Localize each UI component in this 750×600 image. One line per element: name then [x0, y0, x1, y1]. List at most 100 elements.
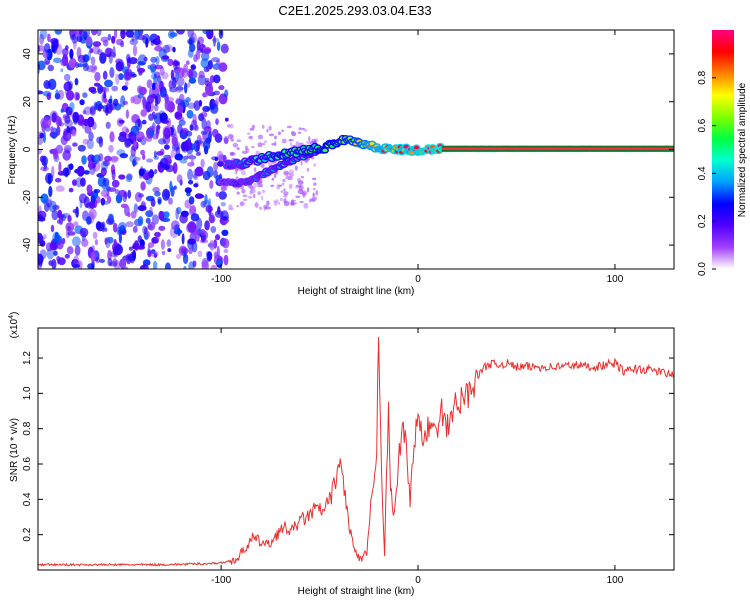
- noise-speckle: [158, 138, 166, 145]
- faint-speckle: [266, 129, 269, 133]
- noise-speckle: [146, 158, 154, 163]
- faint-speckle: [253, 193, 256, 199]
- noise-speckle: [163, 127, 171, 140]
- noise-speckle: [79, 30, 85, 36]
- colorbar-ticks: 0.0 0.2 0.4 0.6 0.8: [697, 70, 716, 276]
- noise-speckle: [105, 107, 109, 116]
- noise-speckle: [222, 238, 230, 249]
- noise-speckle: [64, 119, 73, 128]
- noise-speckle: [172, 162, 178, 174]
- noise-speckle: [125, 109, 129, 119]
- noise-speckle: [88, 200, 96, 209]
- faint-speckle: [253, 182, 257, 188]
- faint-speckle: [239, 201, 243, 206]
- colorbar-label: Normalized spectral amplitude: [737, 82, 748, 217]
- faint-speckle: [299, 201, 304, 203]
- noise-speckle: [102, 160, 110, 167]
- noise-speckle: [88, 159, 93, 170]
- noise-speckle: [96, 136, 103, 144]
- noise-speckle: [94, 239, 98, 246]
- noise-speckle: [77, 119, 85, 126]
- noise-speckle: [56, 115, 61, 127]
- noise-speckle: [68, 187, 74, 193]
- noise-speckle: [214, 210, 224, 218]
- noise-speckle: [173, 185, 177, 190]
- faint-speckle: [313, 182, 317, 186]
- noise-speckle: [119, 153, 129, 159]
- faint-speckle: [234, 171, 238, 175]
- noise-speckle: [181, 68, 188, 79]
- noise-speckle: [72, 236, 81, 247]
- faint-speckle: [306, 167, 310, 172]
- x-tick-label: 100: [607, 575, 624, 586]
- snr-x-label: Height of straight line (km): [298, 586, 415, 597]
- noise-speckle: [109, 131, 115, 143]
- noise-speckle: [169, 32, 178, 38]
- noise-speckle: [223, 249, 229, 253]
- noise-speckle: [127, 189, 132, 199]
- noise-speckle: [209, 240, 215, 251]
- noise-speckle: [180, 247, 189, 255]
- faint-speckle: [297, 131, 302, 134]
- noise-speckle: [64, 115, 71, 124]
- y-tick-label: 0: [22, 146, 33, 152]
- x-tick-label: 0: [415, 274, 421, 285]
- faint-speckle: [288, 183, 293, 189]
- noise-speckle: [107, 258, 113, 267]
- noise-speckle: [198, 70, 205, 79]
- faint-speckle: [248, 195, 253, 199]
- noise-speckle: [38, 62, 41, 70]
- faint-speckle: [315, 190, 319, 196]
- faint-speckle: [291, 202, 297, 205]
- noise-speckle: [72, 264, 81, 268]
- noise-speckle: [39, 132, 44, 139]
- noise-speckle: [111, 169, 116, 181]
- noise-speckle: [170, 69, 174, 81]
- faint-speckle: [263, 140, 268, 144]
- noise-speckle: [182, 253, 189, 265]
- noise-speckle: [120, 203, 128, 209]
- noise-speckle: [66, 246, 74, 255]
- noise-speckle: [161, 188, 170, 201]
- snr-y-label: SNR (10 * v/v): [9, 418, 20, 482]
- faint-speckle: [251, 126, 255, 131]
- noise-speckle: [105, 48, 114, 55]
- noise-speckle: [155, 231, 160, 241]
- noise-speckle: [195, 152, 201, 156]
- noise-speckle: [224, 117, 229, 122]
- snr-panel: -100 0 100 0.2 0.4 0.6 0.8 1.0 1.2 Height of st…: [8, 312, 675, 597]
- noise-speckle: [176, 124, 180, 135]
- faint-speckle: [271, 177, 275, 181]
- noise-speckle: [90, 56, 96, 66]
- noise-speckle: [42, 116, 52, 129]
- noise-speckle: [136, 64, 141, 70]
- noise-speckle: [54, 30, 63, 35]
- noise-speckle: [179, 213, 188, 224]
- noise-speckle: [152, 115, 158, 120]
- noise-speckle: [52, 44, 57, 54]
- noise-speckle: [48, 186, 53, 198]
- noise-speckle: [115, 73, 120, 85]
- noise-speckle: [68, 58, 77, 69]
- snr-y-scale-prefix: (x10: [9, 318, 20, 338]
- faint-speckle: [290, 130, 295, 136]
- noise-speckle: [118, 174, 126, 180]
- noise-speckle: [192, 260, 197, 268]
- noise-speckle: [205, 205, 213, 213]
- noise-speckle: [119, 258, 127, 269]
- noise-speckle: [88, 131, 94, 141]
- noise-speckle: [186, 60, 190, 65]
- noise-speckle: [125, 221, 134, 228]
- faint-speckle: [241, 150, 248, 154]
- faint-speckle: [257, 183, 261, 188]
- faint-speckle: [253, 167, 257, 173]
- noise-speckle: [78, 193, 88, 204]
- noise-speckle: [195, 143, 200, 152]
- noise-speckle: [100, 190, 107, 197]
- faint-speckle: [254, 202, 259, 208]
- noise-speckle: [137, 216, 144, 226]
- noise-speckle: [112, 258, 118, 267]
- noise-speckle: [222, 215, 230, 221]
- faint-speckle: [231, 134, 234, 139]
- noise-speckle: [74, 78, 79, 86]
